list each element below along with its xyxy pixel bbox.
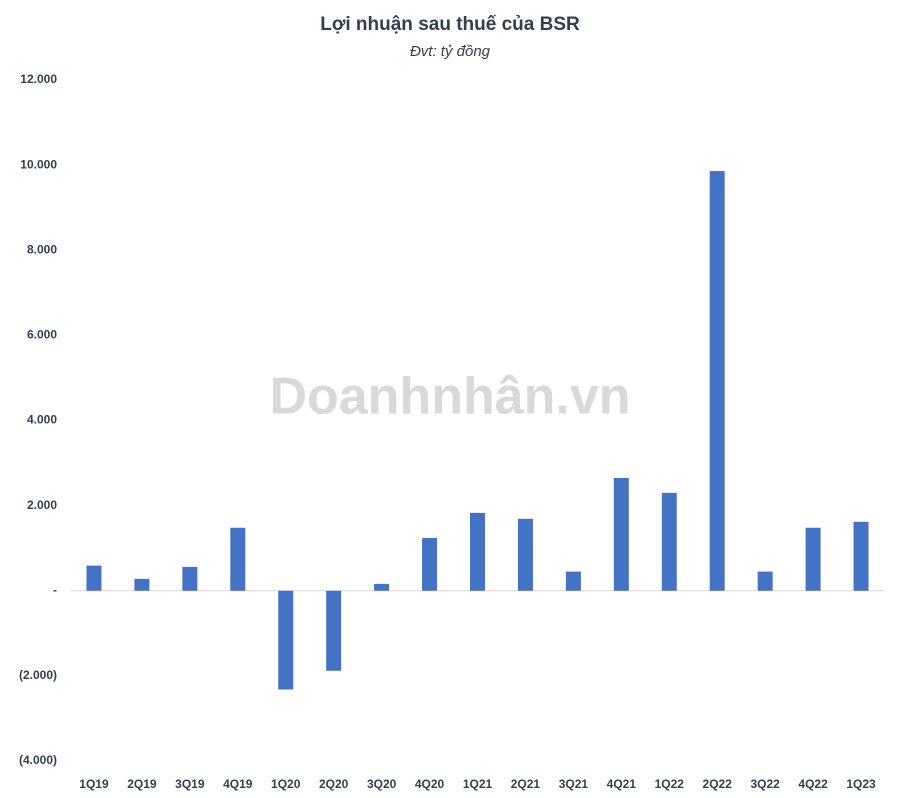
x-tick-label: 3Q20 <box>367 777 397 791</box>
x-tick-label: 4Q21 <box>607 777 637 791</box>
x-tick-label: 3Q19 <box>175 777 205 791</box>
bar <box>613 477 629 591</box>
bar <box>661 492 677 591</box>
bar <box>805 527 821 591</box>
bar <box>709 171 725 591</box>
chart-subtitle: Đvt: tỷ đồng <box>410 43 491 60</box>
x-tick-label: 2Q22 <box>703 777 733 791</box>
bar <box>278 590 294 690</box>
y-tick-label: 12.000 <box>20 72 57 86</box>
x-tick-label: 2Q19 <box>127 777 157 791</box>
x-tick-label: 2Q21 <box>511 777 541 791</box>
bar <box>517 518 533 591</box>
x-tick-label: 1Q23 <box>846 777 876 791</box>
bar <box>230 527 246 591</box>
y-tick-label: 2.000 <box>27 498 57 512</box>
bar <box>565 571 581 591</box>
chart-title: Lợi nhuận sau thuế của BSR <box>320 14 580 35</box>
bar <box>853 521 869 591</box>
y-tick-label: (2.000) <box>19 668 57 682</box>
x-tick-label: 3Q21 <box>559 777 589 791</box>
y-tick-label: - <box>53 583 57 597</box>
x-tick-label: 4Q20 <box>415 777 445 791</box>
bar <box>134 578 150 591</box>
x-tick-label: 3Q22 <box>750 777 780 791</box>
y-tick-label: 10.000 <box>20 157 57 171</box>
x-tick-label: 1Q22 <box>655 777 685 791</box>
bar <box>422 537 438 591</box>
bar <box>326 590 342 671</box>
y-tick-label: 4.000 <box>27 413 57 427</box>
bar <box>757 571 773 591</box>
watermark: Doanhnhân.vn <box>269 368 630 426</box>
x-tick-label: 1Q21 <box>463 777 493 791</box>
x-tick-label: 1Q19 <box>79 777 109 791</box>
x-tick-label: 2Q20 <box>319 777 349 791</box>
y-tick-label: 8.000 <box>27 242 57 256</box>
bar <box>374 583 390 591</box>
x-tick-label: 4Q19 <box>223 777 253 791</box>
bar <box>86 565 102 591</box>
y-tick-label: 6.000 <box>27 328 57 342</box>
bar <box>470 512 485 591</box>
x-tick-label: 4Q22 <box>798 777 828 791</box>
y-tick-label: (4.000) <box>19 753 57 767</box>
bar <box>182 566 198 591</box>
x-tick-label: 1Q20 <box>271 777 301 791</box>
